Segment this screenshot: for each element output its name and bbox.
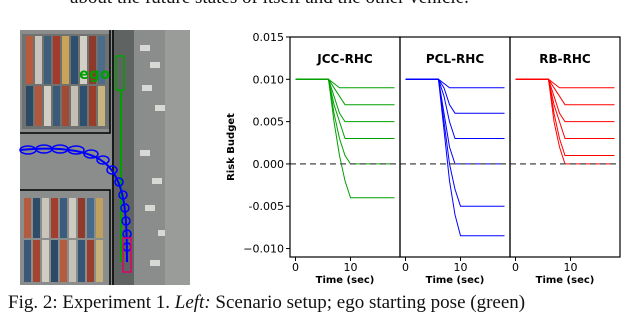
risk-trace — [405, 78, 505, 165]
y-tick-label: 0.005 — [253, 116, 285, 129]
risk-trace — [295, 78, 395, 199]
caption-text: Scenario setup; ego starting pose (green… — [210, 292, 526, 313]
y-tick-label: 0.000 — [253, 158, 285, 171]
y-tick-label: 0.015 — [253, 31, 285, 44]
y-axis-label: Risk Budget — [226, 113, 237, 181]
panel-frame — [399, 36, 511, 258]
caption-text: Experiment 1. — [57, 292, 175, 313]
caption: Fig. 2: Experiment 1. Left: Scenario set… — [8, 292, 525, 314]
risk-trace — [295, 78, 395, 106]
panel-title: RB-RHC — [539, 52, 591, 66]
y-tick-label: 0.010 — [253, 73, 285, 86]
x-axis-label: Time (sec) — [536, 275, 595, 286]
risk-trace — [515, 78, 615, 123]
panel-frame — [509, 36, 621, 258]
parked-cars — [140, 45, 168, 266]
risk-trace — [295, 78, 395, 123]
risk-trace — [295, 78, 395, 89]
panel-title: JCC-RHC — [316, 52, 373, 66]
panel-frame — [289, 36, 401, 258]
x-tick-label: 0 — [402, 261, 409, 274]
x-tick-label: 0 — [292, 261, 299, 274]
x-axis-label: Time (sec) — [426, 275, 485, 286]
containers — [24, 36, 105, 282]
x-axis-label: Time (sec) — [316, 275, 375, 286]
ego-label: ego — [79, 65, 110, 83]
risk-trace — [515, 78, 615, 156]
risk-trace — [405, 78, 505, 237]
other-vehicle-trajectory — [19, 144, 132, 263]
x-tick-label: 10 — [454, 261, 468, 274]
risk-trace — [515, 78, 615, 106]
other-vehicle-box — [122, 237, 132, 273]
y-tick-label: -0.005 — [249, 200, 284, 213]
ego-box — [115, 55, 125, 91]
sidewalk — [165, 30, 190, 285]
risk-trace — [405, 78, 505, 89]
caption-label: Fig. 2: — [8, 292, 58, 313]
x-tick-label: 10 — [344, 261, 358, 274]
x-tick-label: 0 — [512, 261, 519, 274]
panel-title: PCL-RHC — [426, 52, 485, 66]
caption-emphasis: Left: — [174, 292, 211, 313]
risk-trace — [405, 78, 505, 114]
risk-trace — [515, 78, 615, 89]
aerial-image: ego — [19, 30, 190, 285]
risk-trace — [405, 78, 505, 207]
lane-boundaries — [20, 30, 114, 285]
road — [112, 30, 134, 285]
y-tick-label: −0.010 — [243, 243, 284, 256]
body-text: about the future states of itself and th… — [70, 0, 469, 9]
x-tick-label: 10 — [564, 261, 578, 274]
